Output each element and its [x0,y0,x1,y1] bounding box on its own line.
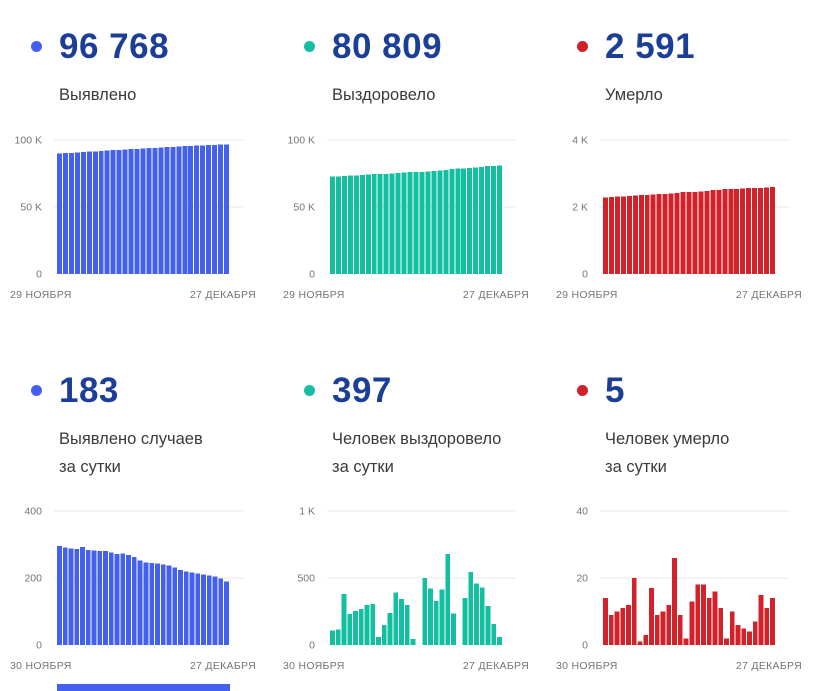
indicator-dot-icon [31,40,42,52]
indicator-header: 5 [546,368,819,412]
svg-text:0: 0 [582,269,588,281]
svg-text:100 K: 100 K [15,135,42,147]
panel-died-total: 2 591 Умерло 4 K 2 K 0 29 НОЯБРЯ 27 ДЕКАБРЯ [546,0,819,332]
svg-text:30 НОЯБРЯ: 30 НОЯБРЯ [283,660,345,672]
svg-text:50 K: 50 K [20,202,42,214]
indicator-dot-icon [577,384,588,396]
indicator-value: 80 809 [332,26,443,66]
svg-text:4 K: 4 K [572,135,588,147]
indicator-label-line: Умерло [605,86,663,104]
indicator-label-line: Человек умерло [605,430,730,448]
indicator-value: 2 591 [605,26,696,66]
svg-text:27 ДЕКАБРЯ: 27 ДЕКАБРЯ [190,289,256,301]
indicator-dot-icon [577,40,588,52]
svg-text:500: 500 [297,572,315,584]
svg-text:30 НОЯБРЯ: 30 НОЯБРЯ [556,660,618,672]
svg-text:400: 400 [24,505,42,517]
indicator-value: 96 768 [59,26,170,66]
bar-chart-detected-daily[interactable]: 400 200 0 30 НОЯБРЯ 27 ДЕКАБРЯ [8,497,260,675]
indicator-label-line: Выявлено [59,86,137,104]
indicator-dot-icon [304,40,315,52]
svg-text:40: 40 [576,505,588,517]
indicator-value: 183 [59,370,119,410]
indicator-label-line: Выздоровело [332,86,436,104]
bar-chart-died-daily[interactable]: 40 20 0 30 НОЯБРЯ 27 ДЕКАБРЯ [554,497,806,675]
bar-chart-recovered-daily[interactable]: 1 K 500 0 30 НОЯБРЯ 27 ДЕКАБРЯ [281,497,533,675]
indicator-header: 96 768 [0,24,273,68]
indicator-value: 397 [332,370,392,410]
svg-text:0: 0 [309,639,315,651]
svg-text:20: 20 [576,572,588,584]
svg-text:29 НОЯБРЯ: 29 НОЯБРЯ [10,289,72,301]
svg-text:0: 0 [309,269,315,281]
svg-text:27 ДЕКАБРЯ: 27 ДЕКАБРЯ [463,289,529,301]
bar-chart-recovered-total[interactable]: 100 K 50 K 0 29 НОЯБРЯ 27 ДЕКАБРЯ [281,126,533,304]
panel-recovered-total: 80 809 Выздоровело 100 K 50 K 0 29 НОЯБРЯ 27… [273,0,546,332]
indicator-label-line: Выявлено случаев [59,430,203,448]
panel-recovered-daily: 397 Человек выздоровело за сутки 1 K 500 0… [273,332,546,691]
indicator-header: 397 [273,368,546,412]
svg-text:27 ДЕКАБРЯ: 27 ДЕКАБРЯ [736,660,802,672]
indicator-header: 80 809 [273,24,546,68]
indicator-label: Выявлено случаев за сутки [0,425,273,482]
svg-text:1 K: 1 K [299,505,315,517]
svg-text:27 ДЕКАБРЯ: 27 ДЕКАБРЯ [736,289,802,301]
indicator-dot-icon [31,384,42,396]
indicator-label: Умерло [546,81,819,109]
indicator-value: 5 [605,370,625,410]
svg-text:100 K: 100 K [288,135,315,147]
indicator-label: Выздоровело [273,81,546,109]
svg-text:0: 0 [36,639,42,651]
indicator-label-line: за сутки [332,458,394,477]
indicator-dot-icon [304,384,315,396]
svg-text:29 НОЯБРЯ: 29 НОЯБРЯ [556,289,618,301]
bar-chart-died-total[interactable]: 4 K 2 K 0 29 НОЯБРЯ 27 ДЕКАБРЯ [554,126,806,304]
indicator-header: 2 591 [546,24,819,68]
svg-text:200: 200 [24,572,42,584]
indicator-label: Человек выздоровело за сутки [273,425,546,482]
panel-detected-total: 96 768 Выявлено 100 K 50 K 0 29 НОЯБРЯ 27 ДЕ… [0,0,273,332]
indicator-label: Выявлено [0,81,273,109]
svg-text:27 ДЕКАБРЯ: 27 ДЕКАБРЯ [463,660,529,672]
svg-text:2 K: 2 K [572,202,588,214]
indicator-label-line: Человек выздоровело [332,430,502,448]
indicator-label: Человек умерло за сутки [546,425,819,482]
indicator-header: 183 [0,368,273,412]
panel-died-daily: 5 Человек умерло за сутки 40 20 0 30 НОЯБРЯ… [546,332,819,691]
svg-text:30 НОЯБРЯ: 30 НОЯБРЯ [10,660,72,672]
indicator-label-line: за сутки [605,458,667,477]
svg-text:0: 0 [582,639,588,651]
bar-chart-detected-total[interactable]: 100 K 50 K 0 29 НОЯБРЯ 27 ДЕКАБРЯ [8,126,260,304]
partial-next-chart [57,684,230,691]
indicator-label-line: за сутки [59,458,121,477]
svg-text:50 K: 50 K [293,202,315,214]
svg-text:27 ДЕКАБРЯ: 27 ДЕКАБРЯ [190,660,256,672]
panel-detected-daily: 183 Выявлено случаев за сутки 400 200 0 30 … [0,332,273,691]
svg-text:0: 0 [36,269,42,281]
svg-text:29 НОЯБРЯ: 29 НОЯБРЯ [283,289,345,301]
